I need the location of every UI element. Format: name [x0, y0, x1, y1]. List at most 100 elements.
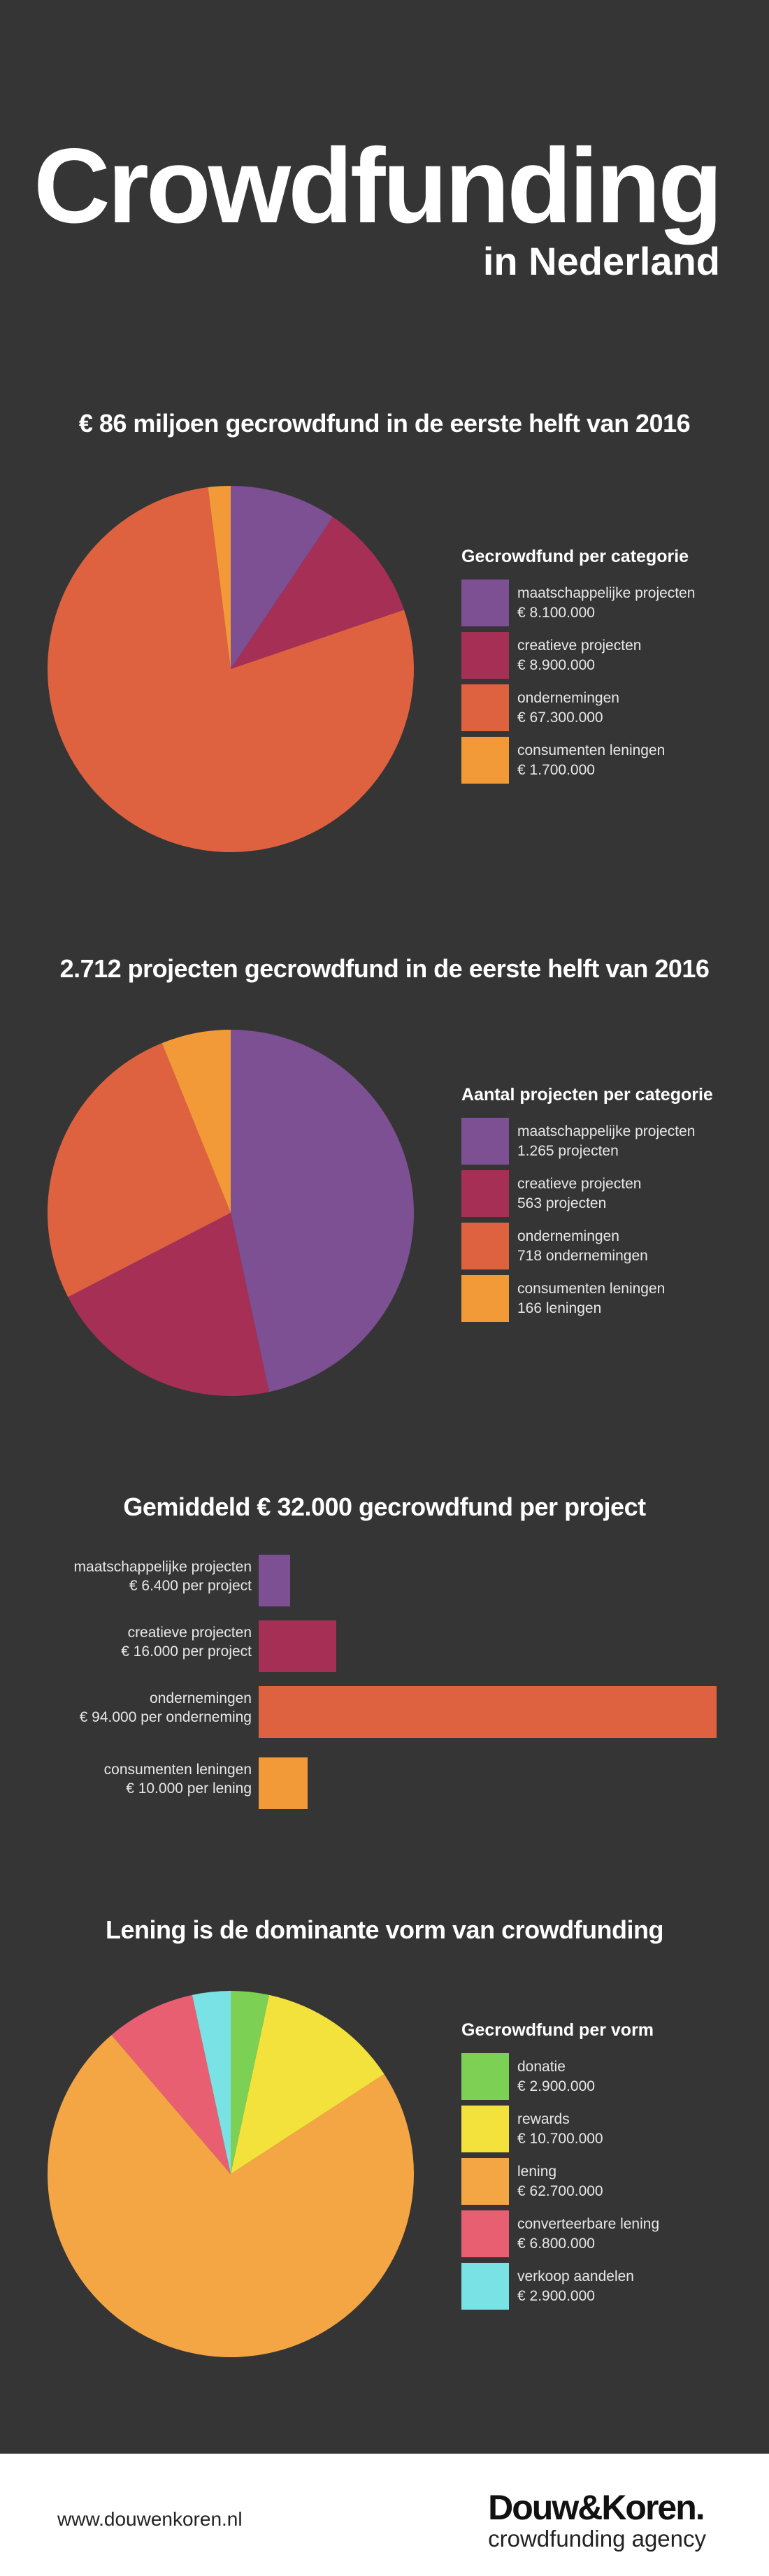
legend-swatch: [461, 2053, 509, 2100]
legend-value: € 1.700.000: [517, 761, 595, 778]
pie-slice-1: [231, 1030, 415, 1393]
legend-label: verkoop aandelen: [517, 2268, 634, 2285]
pie-slice-4: [161, 1030, 231, 1213]
bar: [259, 1620, 337, 1672]
pie-slice-2: [231, 1994, 384, 2174]
legend-value: € 6.800.000: [517, 2235, 595, 2252]
bar-row: ondernemingen € 94.000 per onderneming: [0, 1683, 769, 1739]
pie-slice-4: [111, 1994, 231, 2174]
pie-slice-5: [192, 1991, 231, 2174]
legend-item: ondernemingen 718 ondernemingen: [461, 1223, 755, 1269]
bar-value-label: € 94.000 per onderneming: [79, 1709, 252, 1726]
legend-label: converteerbare lening: [517, 2216, 660, 2233]
chart3-title: Gemiddeld € 32.000 gecrowdfund per proje…: [123, 1492, 646, 1521]
bar-label: maatschappelijke projecten € 6.400 per pr…: [14, 1557, 252, 1596]
chart3-bars: maatschappelijke projecten € 6.400 per pr…: [0, 1552, 769, 1845]
brand-logo: Douw&Koren. crowdfunding agency: [488, 2490, 706, 2552]
legend-label: ondernemingen: [517, 690, 619, 707]
legend-swatch: [461, 1275, 509, 1322]
legend-item: converteerbare lening € 6.800.000: [461, 2210, 755, 2257]
legend-value: € 67.300.000: [517, 709, 603, 726]
chart1-legend-title: Gecrowdfund per categorie: [461, 547, 689, 566]
bar-label: ondernemingen € 94.000 per onderneming: [14, 1689, 252, 1727]
legend-text: ondernemingen € 67.300.000: [517, 689, 619, 727]
legend-item: rewards € 10.700.000: [461, 2106, 755, 2152]
legend-swatch: [461, 632, 509, 679]
brand-name: Douw&Koren.: [488, 2488, 705, 2527]
chart4-legend-items: donatie € 2.900.000 rewards € 10.700.000 len…: [461, 2053, 755, 2310]
bar-value-label: € 10.000 per lening: [126, 1780, 252, 1797]
pie-slice-2: [68, 1213, 269, 1396]
legend-value: € 2.900.000: [517, 2078, 595, 2094]
chart1-legend-items: maatschappelijke projecten € 8.100.000 cre…: [461, 580, 755, 784]
legend-swatch: [461, 1170, 509, 1217]
chart4-pie: [48, 1991, 415, 2357]
bar: [259, 1555, 290, 1606]
website-link[interactable]: www.douwenkoren.nl: [57, 2508, 243, 2530]
legend-value: 166 leningen: [517, 1300, 602, 1316]
chart4-legend: Gecrowdfund per vorm donatie € 2.900.000 r…: [461, 2020, 755, 2315]
bar-category: creatieve projecten: [127, 1625, 252, 1641]
bar-value-label: € 6.400 per project: [129, 1578, 252, 1595]
footer: www.douwenkoren.nl Douw&Koren. crowdfund…: [0, 2454, 769, 2576]
bar-row: consumenten leningen € 10.000 per lening: [0, 1755, 769, 1811]
legend-item: consumenten leningen 166 leningen: [461, 1275, 755, 1322]
legend-swatch: [461, 2158, 509, 2205]
legend-text: consumenten leningen 166 leningen: [517, 1279, 665, 1318]
legend-item: consumenten leningen € 1.700.000: [461, 737, 755, 784]
pie-slice-3: [48, 487, 415, 852]
chart1-legend: Gecrowdfund per categorie maatschappelij…: [461, 547, 755, 789]
legend-swatch: [461, 580, 509, 626]
legend-item: lening € 62.700.000: [461, 2158, 755, 2205]
legend-text: maatschappelijke projecten € 8.100.000: [517, 584, 695, 622]
page-title: Crowdfunding: [34, 127, 723, 245]
bar-category: maatschappelijke projecten: [73, 1559, 252, 1575]
legend-text: creatieve projecten € 8.900.000: [517, 636, 641, 675]
chart1-pie: [48, 486, 415, 852]
brand-tagline: crowdfunding agency: [488, 2526, 706, 2552]
page-subtitle: in Nederland: [482, 239, 720, 283]
bar-category: ondernemingen: [150, 1690, 252, 1706]
legend-label: creatieve projecten: [517, 638, 642, 654]
legend-item: maatschappelijke projecten € 8.100.000: [461, 580, 755, 626]
legend-item: donatie € 2.900.000: [461, 2053, 755, 2100]
legend-item: creatieve projecten € 8.900.000: [461, 632, 755, 679]
legend-value: € 2.900.000: [517, 2287, 595, 2304]
chart1-title: € 86 miljoen gecrowdfund in de eerste he…: [78, 409, 691, 438]
bar-category: consumenten leningen: [103, 1762, 252, 1778]
chart2-legend-title: Aantal projecten per categorie: [461, 1085, 713, 1104]
legend-swatch: [461, 684, 509, 731]
bar: [259, 1686, 717, 1738]
infographic-header: Crowdfunding in Nederland: [0, 127, 723, 283]
pie-slice-1: [231, 486, 333, 669]
legend-text: rewards € 10.700.000: [517, 2110, 603, 2148]
legend-swatch: [461, 2106, 509, 2152]
legend-text: lening € 62.700.000: [517, 2162, 603, 2201]
pie-slice-4: [208, 486, 231, 669]
chart4-title: Lening is de dominante vorm van crowdfun…: [105, 1915, 664, 1944]
legend-text: creatieve projecten 563 projecten: [517, 1174, 641, 1213]
legend-value: € 8.100.000: [517, 604, 595, 621]
legend-label: rewards: [517, 2111, 570, 2128]
chart4-legend-title: Gecrowdfund per vorm: [461, 2020, 654, 2040]
legend-label: donatie: [517, 2059, 566, 2075]
legend-label: creatieve projecten: [517, 1176, 642, 1193]
legend-swatch: [461, 1118, 509, 1165]
legend-value: 1.265 projecten: [517, 1142, 619, 1159]
legend-value: € 8.900.000: [517, 656, 595, 673]
legend-text: verkoop aandelen € 2.900.000: [517, 2267, 634, 2305]
chart2-legend: Aantal projecten per categorie maatschap…: [461, 1085, 755, 1327]
legend-swatch: [461, 2210, 509, 2257]
legend-value: 563 projecten: [517, 1195, 607, 1211]
legend-text: ondernemingen 718 ondernemingen: [517, 1227, 648, 1265]
legend-item: verkoop aandelen € 2.900.000: [461, 2263, 755, 2310]
legend-label: maatschappelijke projecten: [517, 585, 696, 602]
legend-text: converteerbare lening € 6.800.000: [517, 2215, 659, 2253]
legend-item: creatieve projecten 563 projecten: [461, 1170, 755, 1217]
legend-value: 718 ondernemingen: [517, 1247, 648, 1264]
legend-swatch: [461, 2263, 509, 2310]
pie-slice-3: [47, 1043, 231, 1297]
chart2-title: 2.712 projecten gecrowdfund in de eerste…: [59, 954, 710, 983]
legend-label: ondernemingen: [517, 1228, 619, 1245]
legend-label: maatschappelijke projecten: [517, 1123, 696, 1140]
